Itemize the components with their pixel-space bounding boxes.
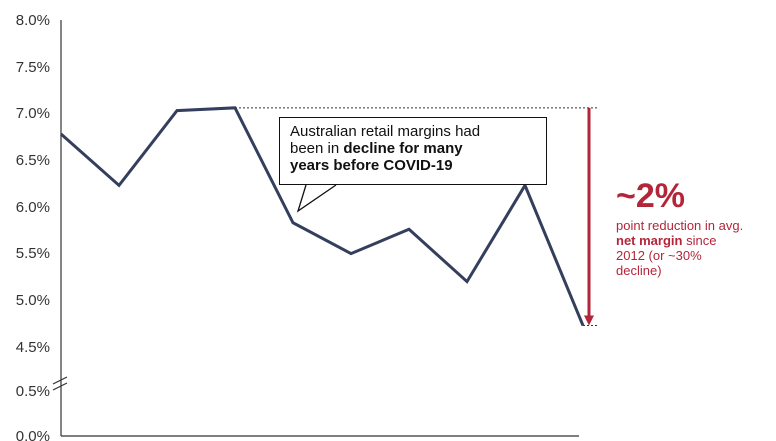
y-tick-label: 4.5%: [16, 339, 50, 356]
reduction-arrow-head: [584, 315, 594, 326]
description-line-4: decline): [616, 263, 662, 278]
callout-bold-text: decline for many: [343, 140, 463, 157]
y-tick-label: 6.0%: [16, 199, 50, 216]
reference-lines: [235, 107, 598, 327]
description-text: since: [682, 233, 717, 248]
y-tick-label: 5.0%: [16, 292, 50, 309]
y-tick-label: 6.5%: [16, 152, 50, 169]
callout-bold-text: years before COVID-19: [290, 157, 453, 174]
y-tick-label: 7.5%: [16, 59, 50, 76]
description-line-3: 2012 (or ~30%: [616, 248, 702, 263]
y-tick-label: 8.0%: [16, 12, 50, 29]
reduction-description: point reduction in avg. net margin since…: [616, 218, 776, 278]
description-line-1: point reduction in avg.: [616, 218, 744, 233]
series-line: [60, 106, 585, 327]
y-tick-label: 0.5%: [16, 383, 50, 400]
callout-line-1: Australian retail margins had: [290, 123, 481, 140]
series-group: [60, 106, 585, 327]
callout-pointer: [296, 184, 337, 213]
callout-line-3: years before COVID-19: [290, 157, 536, 174]
reduction-arrow: [584, 107, 594, 326]
axis-break-mark: [52, 376, 68, 385]
description-bold: net margin: [616, 233, 683, 248]
y-tick-label: 7.0%: [16, 105, 50, 122]
y-axis: [52, 20, 68, 436]
callout-text: been in: [290, 140, 344, 157]
y-tick-label: 5.5%: [16, 245, 50, 262]
reduction-annotation: ~2% point reduction in avg. net margin s…: [616, 176, 776, 278]
y-tick-labels: 8.0% 7.5% 7.0% 6.5% 6.0% 5.5% 5.0% 4.5% 0.5% 0.0%: [16, 12, 50, 441]
callout-line-2: been in decline for many: [290, 140, 536, 157]
description-line-2: net margin since: [616, 233, 776, 248]
axis-break-mark: [52, 382, 68, 391]
callout-box: Australian retail margins had been in de…: [279, 117, 547, 185]
y-tick-label: 0.0%: [16, 428, 50, 441]
reduction-value: ~2%: [616, 177, 685, 215]
